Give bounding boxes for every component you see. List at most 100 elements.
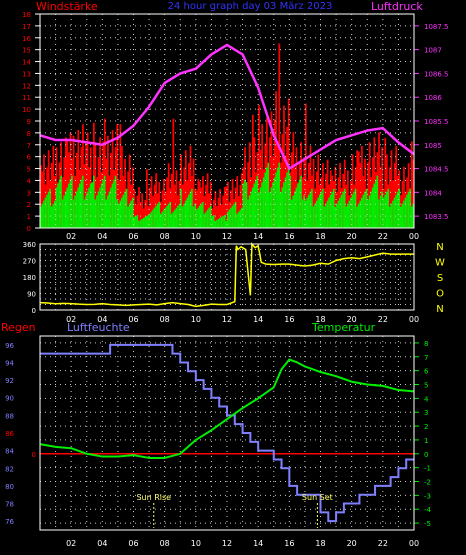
direction-y-tick-label: 90 [27, 291, 36, 299]
wind-average-bar [237, 211, 240, 228]
wind-average-bar [105, 199, 108, 228]
wind-average-bar [339, 197, 341, 228]
gust-bar [214, 191, 217, 228]
wind-average-bar [370, 191, 373, 228]
gust-bar [317, 154, 320, 228]
wind-average-bar [180, 188, 183, 228]
wind-average-bar [312, 206, 315, 228]
gust-bar [292, 132, 295, 228]
compass-label: S [437, 273, 443, 284]
gust-bar [43, 154, 45, 228]
wind-average-bar [359, 200, 362, 228]
gust-bar [40, 165, 42, 228]
wind-average-bar [387, 188, 390, 228]
wind-average-bar [361, 197, 363, 228]
gust-bar [389, 167, 391, 228]
wind-average-bar [49, 188, 52, 228]
gust-bar [94, 142, 97, 228]
wind-average-bar [206, 209, 209, 228]
gust-bar [395, 145, 398, 228]
wind-average-bar [311, 188, 313, 228]
wind-average-bar [292, 195, 295, 228]
wind-x-tick-label: 10 [191, 232, 201, 241]
gust-bar [63, 157, 66, 228]
gust-bar [225, 186, 228, 228]
wind-average-bar [156, 203, 159, 228]
wind-average-bar [169, 201, 172, 228]
wind-average-bar [124, 191, 126, 228]
direction-x-tick-label: 10 [191, 315, 201, 324]
wind-average-bar [217, 218, 220, 228]
wind-average-bar [116, 199, 119, 228]
humidity-axis-title: Luftfeuchte [67, 321, 130, 334]
wind-x-tick-label: 22 [378, 232, 388, 241]
wind-average-bar [150, 211, 153, 228]
wind-average-bar [251, 187, 254, 228]
wind-average-bar [412, 203, 415, 228]
wind-average-bar [368, 195, 371, 228]
gust-bar [304, 103, 307, 228]
humidity-y-tick-label: 92 [5, 377, 14, 385]
temperature-y-tick-label: 5 [424, 382, 428, 390]
gust-bar [141, 193, 144, 228]
gust-bar [212, 199, 215, 228]
direction-x-tick-label: 18 [315, 315, 325, 324]
humidity-x-tick-label: 20 [347, 539, 357, 548]
direction-x-tick-label: 04 [97, 315, 107, 324]
wind-average-bar [331, 191, 334, 228]
wind-average-bar [103, 175, 106, 228]
wind-average-bar [138, 220, 140, 228]
humidity-y-tick-label: 78 [5, 501, 14, 509]
temperature-axis-title: Temperatur [311, 321, 376, 334]
direction-x-tick-label: 00 [409, 315, 419, 324]
wind-average-bar [373, 183, 376, 228]
wind-average-bar [102, 179, 105, 228]
wind-average-bar [345, 206, 348, 228]
wind-y-tick-label: 6 [27, 154, 32, 162]
gust-bar [119, 124, 122, 228]
wind-average-bar [117, 203, 120, 228]
wind-average-bar [223, 214, 226, 228]
wind-average-bar [362, 194, 365, 228]
wind-average-bar [371, 187, 374, 228]
wind-average-bar [40, 206, 42, 228]
wind-average-bar [214, 220, 217, 228]
gust-bar [144, 199, 147, 228]
wind-average-bar [198, 205, 201, 228]
direction-x-tick-label: 06 [128, 315, 138, 324]
wind-average-bar [209, 205, 212, 228]
wind-average-bar [225, 220, 228, 228]
wind-average-bar [365, 188, 368, 228]
direction-x-tick-label: 22 [378, 315, 388, 324]
direction-y-tick-label: 180 [23, 274, 36, 282]
humidity-x-tick-label: 08 [160, 539, 170, 548]
temperature-y-tick-label: -5 [424, 520, 431, 528]
gust-bar [75, 152, 78, 228]
humidity-y-tick-label: 96 [5, 342, 14, 350]
wind-average-bar [315, 200, 318, 228]
direction-x-tick-label: 16 [284, 315, 294, 324]
temperature-y-tick-label: -3 [424, 492, 431, 500]
wind-average-bar [61, 199, 64, 228]
wind-y-tick-label: 1 [27, 213, 31, 221]
gust-bar [166, 177, 168, 228]
wind-y-tick-label: 17 [22, 23, 31, 31]
wind-x-tick-label: 00 [409, 232, 419, 241]
humidity-y-tick-label: 90 [5, 395, 14, 403]
wind-average-bar [231, 205, 234, 228]
wind-average-bar [142, 217, 145, 228]
gust-bar [145, 169, 148, 228]
gust-bar [359, 163, 362, 228]
wind-average-bar [264, 172, 267, 228]
gust-bar [356, 150, 359, 228]
wind-average-bar [265, 167, 268, 228]
wind-average-bar [250, 191, 253, 228]
wind-average-bar [44, 197, 47, 228]
wind-y-tick-label: 11 [22, 94, 31, 102]
wind-average-bar [161, 211, 164, 228]
wind-average-bar [80, 179, 83, 228]
wind-average-bar [183, 203, 186, 228]
wind-average-bar [121, 197, 123, 228]
gust-bar [197, 179, 200, 228]
